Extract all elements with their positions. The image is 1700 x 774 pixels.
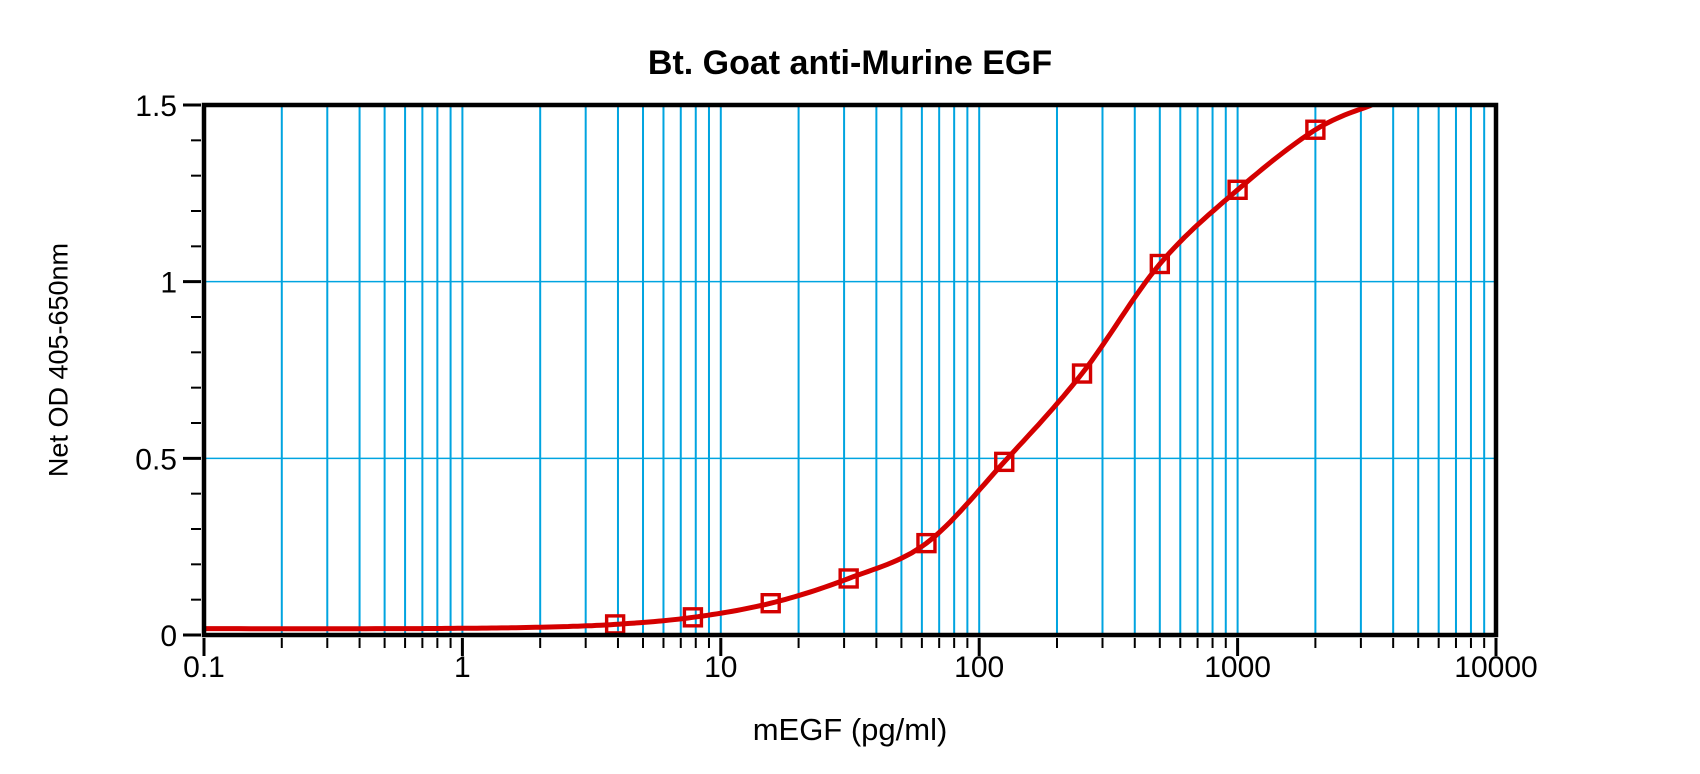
data-point-marker: [760, 593, 781, 614]
x-tick-label: 10000: [1454, 651, 1537, 684]
data-point-marker: [1149, 253, 1171, 275]
data-point-marker: [1227, 179, 1248, 201]
y-tick-label: 0.5: [135, 443, 177, 476]
x-tick-label: 0.1: [183, 651, 225, 684]
data-point-marker: [682, 607, 704, 628]
plot-frame: [201, 102, 1499, 638]
x-tick-label: 1000: [1204, 651, 1271, 684]
data-point-marker: [994, 451, 1015, 473]
data-point-marker: [916, 532, 937, 554]
x-axis-label: mEGF (pg/ml): [752, 712, 948, 747]
y-tick-label: 0: [160, 620, 177, 653]
x-tick-label: 1: [454, 651, 471, 684]
y-tick-label: 1: [160, 267, 177, 300]
data-point-marker: [838, 568, 859, 589]
x-tick-label: 100: [954, 651, 1004, 684]
y-tick-label: 1.5: [135, 90, 177, 123]
x-tick-label: 10: [704, 651, 737, 684]
chart-title: Bt. Goat anti-Murine EGF: [647, 44, 1053, 82]
data-point-marker: [1305, 119, 1326, 140]
data-point-marker: [1071, 363, 1093, 384]
standard-curve-line: [204, 103, 1373, 632]
